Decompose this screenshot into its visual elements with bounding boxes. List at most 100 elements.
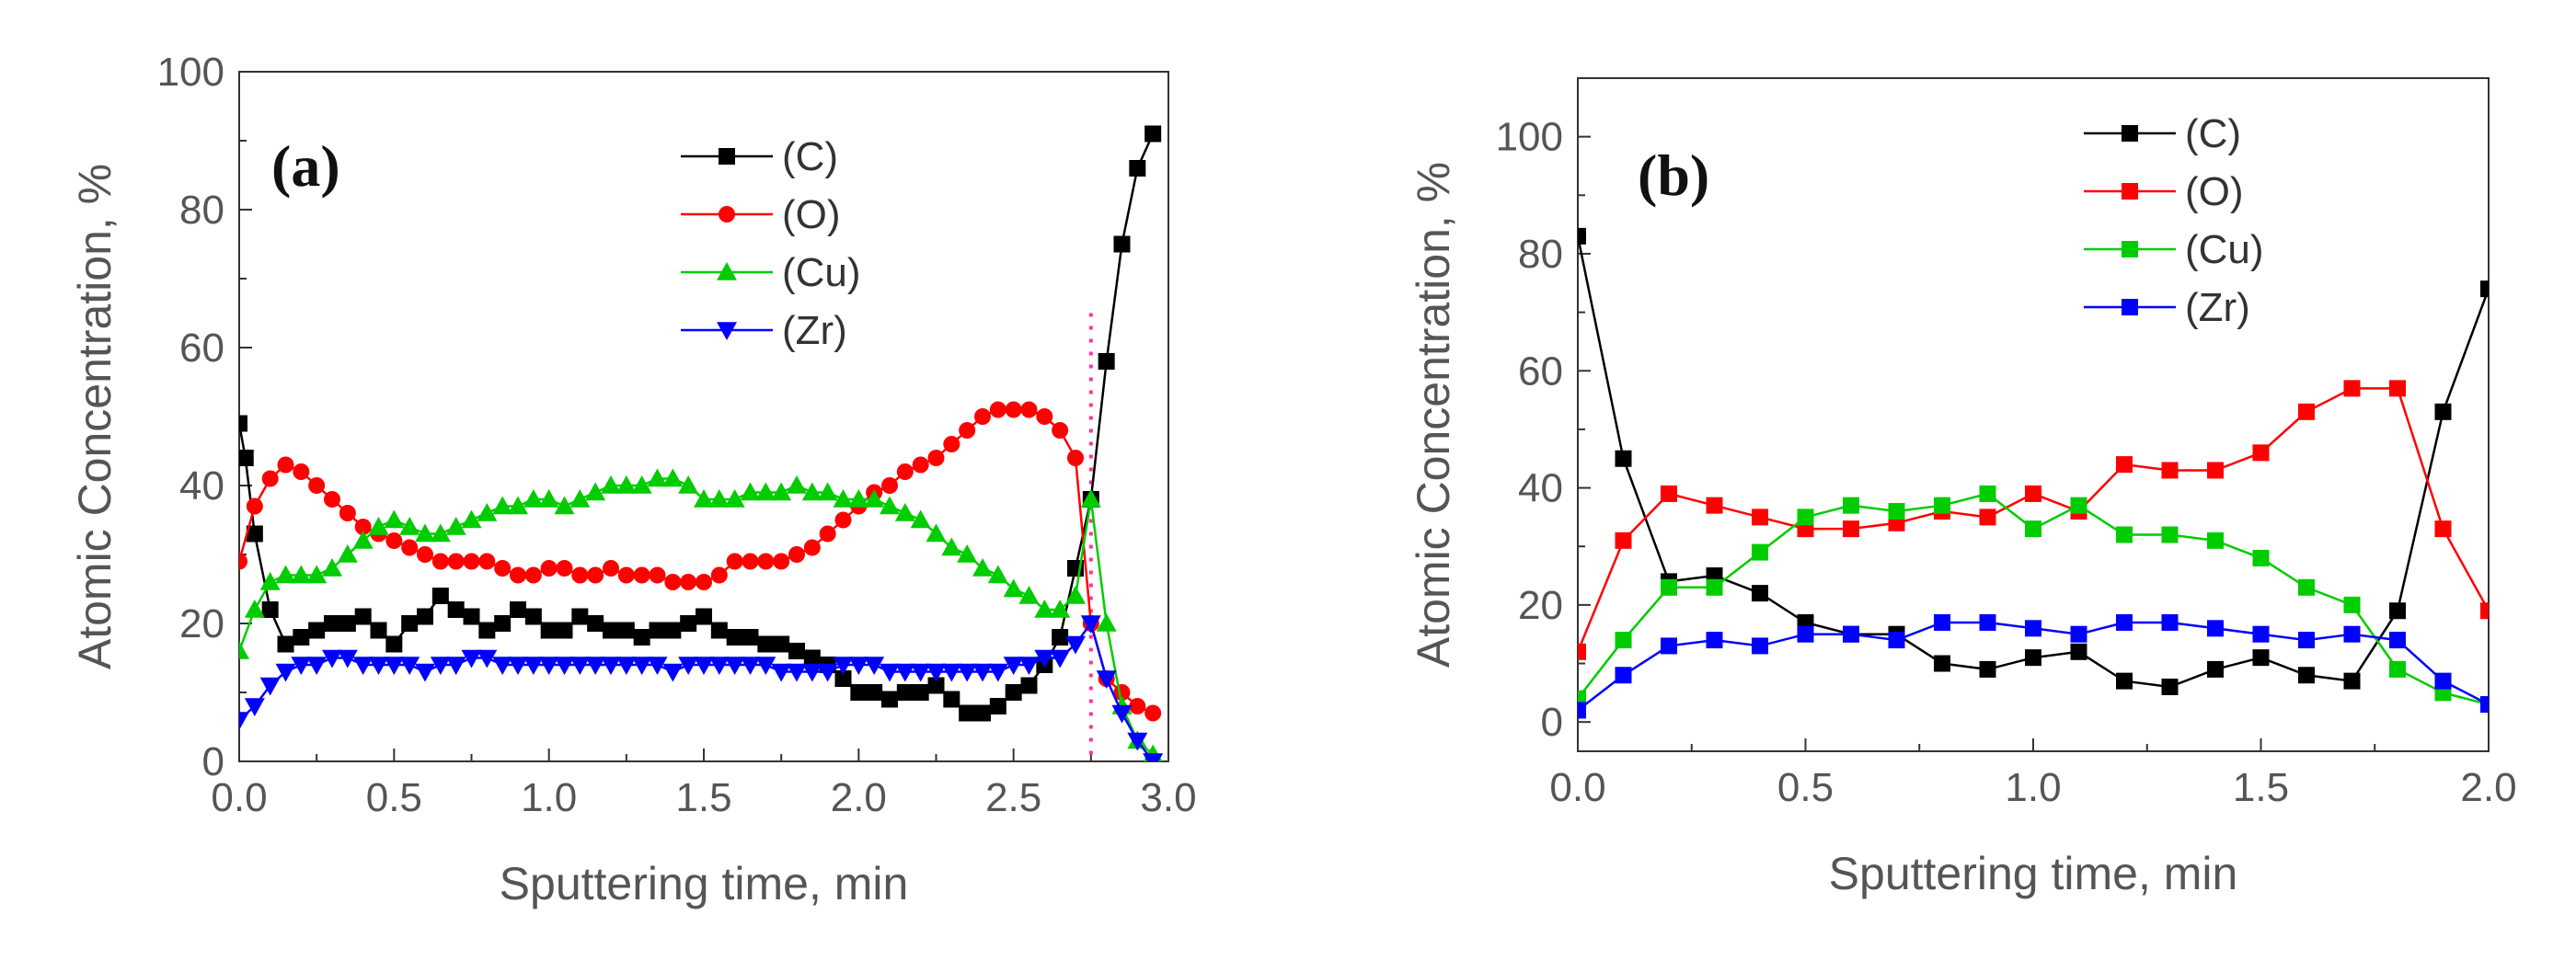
data-point-zr [910,663,931,682]
data-point-zr [1143,753,1164,761]
data-point-cu [708,489,730,508]
data-point-zr [1661,637,1677,655]
data-point-cu [601,475,621,494]
data-point-o [742,553,759,570]
data-point-c [308,622,326,639]
data-point-cu [910,509,931,529]
data-point-cu [1080,489,1101,508]
data-point-cu [864,489,885,508]
data-point-c [1752,585,1768,602]
data-point-cu [987,565,1008,584]
data-point-zr [817,663,838,682]
data-point-cu [1934,497,1950,514]
data-point-zr [259,677,281,696]
data-point-cu [569,489,591,508]
data-point-c [293,629,310,646]
data-point-zr [864,657,885,675]
data-point-cu [291,565,312,584]
data-point-o [788,546,805,563]
data-point-o [431,553,449,570]
data-point-zr [708,657,730,675]
data-point-zr [848,657,869,675]
y-tick-label: 0 [202,739,224,784]
data-point-o [912,456,929,474]
data-point-cu [508,496,528,515]
data-point-zr [1080,615,1101,634]
data-point-cu [1034,600,1055,618]
data-point-c [1979,660,1996,678]
data-point-o [2434,520,2452,538]
data-point-zr [352,657,374,675]
legend-label: (C) [2185,111,2241,156]
data-point-cu [415,523,435,543]
data-point-cu [2070,497,2087,514]
y-tick-label: 100 [157,50,224,95]
data-point-zr [647,657,668,675]
data-point-zr [306,657,328,675]
data-point-zr [662,663,684,682]
data-point-c [1098,353,1115,370]
data-point-c [1005,684,1022,701]
data-point-o [943,436,960,452]
data-point-c [556,622,573,639]
data-point-cu [2161,526,2179,543]
data-point-o [339,505,356,521]
data-point-o [447,553,465,570]
data-point-cu [585,482,606,501]
panel-label: (b) [1638,143,1709,208]
data-point-cu [337,544,358,563]
y-tick-label: 20 [179,601,224,646]
data-point-cu [817,482,838,501]
data-point-o [2025,485,2041,502]
data-point-zr [399,657,420,675]
data-point-o [989,401,1006,418]
data-point-cu [399,517,420,535]
data-point-zr [880,663,900,682]
x-tick-label: 2.0 [2460,765,2516,810]
data-point-cu [461,509,482,529]
legend-label: (C) [782,134,838,179]
data-point-o [649,566,666,584]
data-point-o [354,519,372,535]
data-point-c [339,615,356,632]
data-point-cu [322,558,342,577]
data-point-zr [415,663,435,682]
data-point-zr [2389,632,2406,649]
data-point-c [239,415,247,432]
legend-marker [2122,241,2138,257]
data-point-cu [724,489,745,508]
data-point-o [1752,509,1768,526]
data-point-cu [1578,690,1586,707]
data-point-c [680,615,697,632]
data-point-cu [2207,531,2224,549]
data-point-zr [492,657,513,675]
data-point-o [261,470,279,487]
data-point-cu [894,503,915,521]
data-point-c [2343,672,2361,690]
data-point-c [587,615,604,632]
data-point-c [974,704,991,722]
data-point-o [696,574,712,590]
legend-marker [2122,183,2138,200]
data-point-cu [2343,596,2361,613]
data-point-o [246,497,263,515]
data-point-o [463,553,480,570]
data-point-cu [1003,578,1024,598]
data-point-zr [1706,632,1723,649]
data-point-zr [1843,625,1859,643]
data-point-cu [1979,485,1996,502]
data-point-c [896,684,914,701]
data-point-o [2252,444,2270,462]
data-point-zr [2207,620,2224,637]
data-point-o [1578,643,1586,660]
legend-marker [717,322,737,340]
data-point-zr [1979,613,1996,631]
x-tick-label: 1.5 [2233,765,2289,810]
data-point-cu [306,565,328,584]
data-point-zr [2298,632,2315,649]
data-point-o [819,525,836,543]
chart-panel-b: 0.0 0.5 1.0 1.5 2.0 0 20 40 60 80 100 Sputtering ti… [1408,77,2517,899]
data-point-zr [2025,620,2041,637]
data-point-c [881,691,898,708]
data-point-o [1615,531,1632,549]
